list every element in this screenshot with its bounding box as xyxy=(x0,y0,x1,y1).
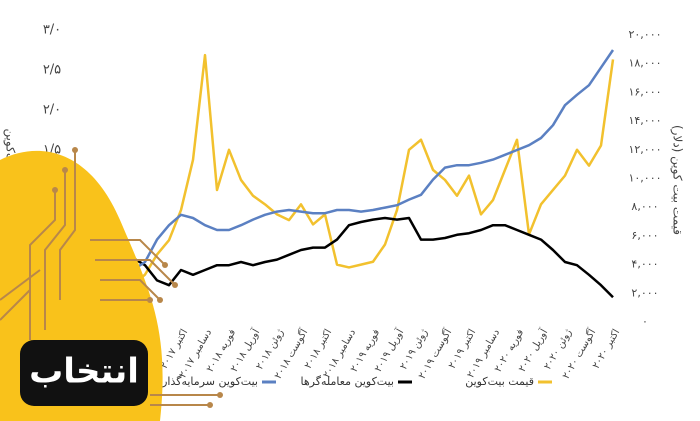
y2-tick-label: ۴,۰۰۰ xyxy=(631,258,658,271)
legend-label: قیمت بیت‌کوین xyxy=(465,375,534,388)
y2-tick-label: ۱۴,۰۰۰ xyxy=(628,114,661,127)
y2-tick-label: ۲۰,۰۰۰ xyxy=(628,28,661,41)
y2-tick-label: ۱۲,۰۰۰ xyxy=(628,143,661,156)
y2-tick-label: ۶,۰۰۰ xyxy=(631,229,658,242)
y-tick-label: ۲/۵ xyxy=(43,63,61,78)
logo-box xyxy=(20,340,148,406)
legend-label: بیت‌کوین معامله‌گرها xyxy=(301,375,394,388)
y2-tick-label: ۲,۰۰۰ xyxy=(631,286,658,299)
y2-tick-label: ۱۸,۰۰۰ xyxy=(628,57,661,70)
logo-circuit xyxy=(0,150,220,406)
y2-tick-label: ۱۰,۰۰۰ xyxy=(628,172,661,185)
y-tick-label: ۲/۰ xyxy=(43,103,61,118)
logo: انتخاب xyxy=(0,147,223,421)
y-tick-label: ۳/۰ xyxy=(43,23,61,38)
logo-dots xyxy=(52,147,223,408)
legend-label: بیت‌کوین سرمایه‌گذارها xyxy=(153,375,258,388)
y2-tick-label: ۸,۰۰۰ xyxy=(631,200,658,213)
y2-tick-label: ۰ xyxy=(642,315,648,328)
y2-tick-label: ۱۶,۰۰۰ xyxy=(628,85,661,98)
y2-axis-title: قیمت بیت کوین (دلار) xyxy=(670,125,685,235)
series-line xyxy=(84,216,614,299)
logo-text: انتخاب xyxy=(29,352,139,392)
series-line xyxy=(84,49,615,272)
series-line xyxy=(84,53,615,292)
